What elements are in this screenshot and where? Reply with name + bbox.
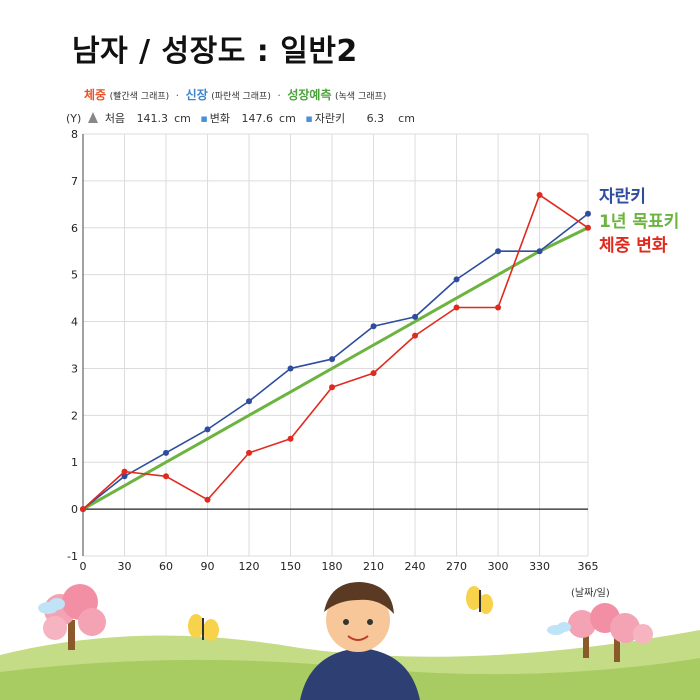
data-point	[495, 248, 502, 255]
x-tick-label: 120	[239, 560, 260, 573]
chart-series	[80, 191, 591, 513]
change-value: 147.6	[241, 112, 274, 125]
height-summary: (Y) 처음 141.3 cm ▪ 변화 147.6 cm ▪ 자란키 6.3 cm	[66, 110, 419, 126]
x-tick-label: 180	[322, 560, 343, 573]
decorative-scene	[0, 582, 700, 700]
data-point	[204, 426, 211, 433]
data-point	[121, 473, 128, 480]
label-grown-height: 자란키	[599, 187, 646, 207]
data-point	[453, 304, 460, 311]
data-point	[287, 365, 294, 372]
boy-illustration	[300, 582, 420, 700]
change-label: 변화	[209, 112, 231, 125]
data-point	[453, 276, 460, 283]
y-tick-label: 1	[71, 456, 78, 469]
data-point	[370, 323, 377, 330]
legend-weight-note: (빨간색 그래프)	[109, 92, 170, 102]
data-point	[329, 384, 336, 391]
growth-label: 자란키	[314, 112, 346, 125]
x-tick-label: 60	[159, 560, 173, 573]
x-tick-label: 0	[80, 560, 87, 573]
x-tick-label: 300	[488, 560, 509, 573]
label-target-height: 1년 목표키	[599, 212, 680, 232]
legend-height-key: 신장	[185, 88, 208, 102]
y-tick-label: 6	[71, 222, 78, 235]
legend-weight-key: 체중	[84, 88, 107, 102]
y-tick-label: 7	[71, 175, 78, 188]
start-value: 141.3	[136, 112, 169, 125]
data-point	[585, 224, 591, 231]
data-point	[536, 248, 543, 255]
series-line	[82, 226, 589, 511]
x-tick-label: 330	[529, 560, 550, 573]
data-point	[163, 473, 170, 480]
butterfly-icon	[466, 586, 493, 614]
growth-unit: cm	[398, 112, 415, 125]
label-weight-change: 체중 변화	[599, 236, 668, 256]
top-legend: 체중 (빨간색 그래프) · 신장 (파란색 그래프) · 성장예측 (녹색 그…	[84, 86, 386, 103]
x-tick-label: 150	[280, 560, 301, 573]
x-tick-label: 30	[118, 560, 132, 573]
data-point	[412, 332, 419, 339]
cloud-icon	[38, 598, 65, 614]
y-tick-label: 4	[71, 316, 78, 329]
data-point	[163, 449, 170, 456]
y-tick-label: 2	[71, 409, 78, 422]
y-tick-label: 5	[71, 269, 78, 282]
x-tick-label: 270	[446, 560, 467, 573]
change-unit: cm	[279, 112, 296, 125]
y-tick-label: 0	[71, 503, 78, 516]
growth-value: 6.3	[366, 112, 385, 125]
chart-axes	[82, 134, 588, 556]
y-tick-label: 8	[71, 128, 78, 141]
x-tick-label: 210	[363, 560, 384, 573]
up-arrow-icon	[88, 112, 99, 123]
data-point	[536, 191, 543, 198]
legend-predicted-note: (녹색 그래프)	[335, 92, 387, 102]
data-point	[412, 313, 419, 320]
start-label: 처음	[104, 112, 126, 125]
data-point	[80, 506, 86, 513]
start-unit: cm	[174, 112, 191, 125]
x-tick-label: 365	[578, 560, 599, 573]
data-point	[246, 398, 253, 405]
tree-illustration	[568, 603, 653, 662]
bullet-icon: ▪	[200, 112, 208, 125]
x-axis-unit: (날짜/일)	[571, 588, 610, 599]
y-axis-tag: (Y)	[66, 112, 82, 125]
data-point	[585, 210, 591, 217]
tree-illustration	[43, 584, 106, 650]
data-point	[204, 496, 211, 503]
cloud-icon	[547, 622, 571, 635]
x-tick-label: 90	[201, 560, 215, 573]
bullet-icon: ▪	[305, 112, 313, 125]
data-point	[370, 370, 377, 377]
data-point	[121, 468, 128, 475]
data-point	[329, 356, 336, 363]
butterfly-icon	[188, 614, 219, 641]
y-tick-label: -1	[67, 550, 78, 563]
data-point	[287, 435, 294, 442]
data-point	[246, 449, 253, 456]
page-title: 남자 / 성장도 : 일반2	[72, 34, 358, 69]
data-point	[495, 304, 502, 311]
y-tick-label: 3	[71, 362, 78, 375]
chart-grid	[82, 133, 589, 557]
legend-separator: ·	[175, 89, 180, 102]
x-tick-label: 240	[405, 560, 426, 573]
legend-height-note: (파란색 그래프)	[211, 92, 271, 102]
legend-separator: ·	[277, 89, 281, 102]
legend-predicted-key: 성장예측	[287, 88, 332, 102]
